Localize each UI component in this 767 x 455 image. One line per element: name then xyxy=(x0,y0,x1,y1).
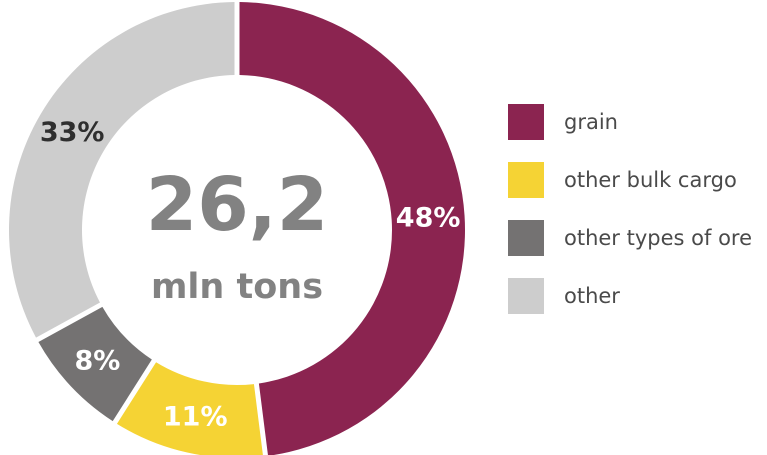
slice-other-bulk-cargo xyxy=(116,362,263,455)
legend-swatch-other-bulk-cargo xyxy=(508,161,544,198)
slice-label-other-bulk-cargo: 11% xyxy=(163,401,228,432)
legend-label-grain: grain xyxy=(564,109,618,134)
legend-swatch-grain xyxy=(508,103,544,140)
slice-labels: 48% 11% 8% 33% xyxy=(40,117,461,432)
legend-item-other-types-of-ore: other types of ore xyxy=(508,216,752,259)
center-total-value: 26,2 xyxy=(146,162,329,248)
legend-label-other: other xyxy=(564,283,620,308)
legend-item-grain: grain xyxy=(508,100,752,143)
legend: grain other bulk cargo other types of or… xyxy=(508,100,752,332)
legend-swatch-other xyxy=(508,277,544,314)
slice-label-other: 33% xyxy=(40,117,105,148)
legend-swatch-other-types-of-ore xyxy=(508,219,544,256)
donut-slices xyxy=(8,2,465,455)
slice-other-types-of-ore xyxy=(38,306,152,422)
slice-other xyxy=(8,2,235,338)
slice-label-grain: 48% xyxy=(396,202,461,233)
slice-label-other-types-of-ore: 8% xyxy=(74,346,120,377)
legend-label-other-bulk-cargo: other bulk cargo xyxy=(564,167,737,192)
center-total-unit: mln tons xyxy=(151,267,323,307)
legend-item-other-bulk-cargo: other bulk cargo xyxy=(508,158,752,201)
slice-grain xyxy=(239,2,465,455)
legend-label-other-types-of-ore: other types of ore xyxy=(564,225,753,250)
legend-item-other: other xyxy=(508,274,752,317)
